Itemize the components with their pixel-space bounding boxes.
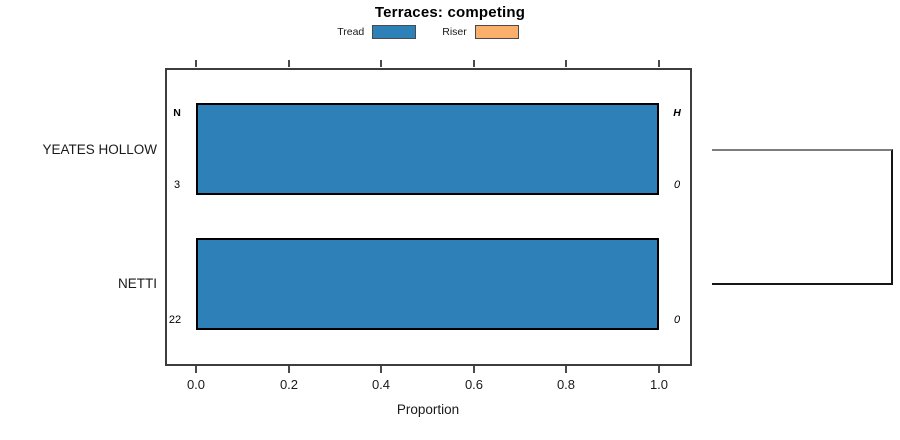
legend-label-tread: Tread — [337, 26, 365, 38]
x-tick-label-0: 0.0 — [186, 377, 206, 392]
bottom-tick-3 — [473, 366, 475, 373]
bottom-tick-0 — [195, 366, 197, 373]
h-column-header: H — [673, 107, 681, 119]
legend-label-riser: Riser — [442, 26, 467, 38]
n-column-header: N — [173, 107, 181, 119]
x-tick-label-4: 0.8 — [556, 377, 576, 392]
n-value-yeates-hollow: 3 — [173, 179, 181, 191]
top-tick-4 — [565, 60, 567, 67]
x-tick-label-5: 1.0 — [649, 377, 669, 392]
top-tick-2 — [380, 60, 382, 67]
top-tick-5 — [658, 60, 660, 67]
x-tick-label-3: 0.6 — [464, 377, 484, 392]
h-value-netti: 0 — [673, 314, 681, 326]
h-value-yeates-hollow: 0 — [673, 179, 681, 191]
bottom-tick-1 — [288, 366, 290, 373]
top-tick-3 — [473, 60, 475, 67]
x-axis-title: Proportion — [396, 402, 460, 417]
bottom-tick-4 — [565, 366, 567, 373]
category-label-yeates-hollow: YEATES HOLLOW — [42, 142, 157, 157]
chart-legend: Tread Riser — [128, 24, 728, 40]
x-tick-label-1: 0.2 — [279, 377, 299, 392]
top-tick-0 — [195, 60, 197, 67]
right-empty-box — [712, 149, 893, 285]
category-label-netti: NETTI — [118, 276, 157, 291]
top-tick-1 — [288, 60, 290, 67]
chart-title: Terraces: competing — [374, 4, 526, 21]
legend-swatch-tread-icon — [372, 25, 417, 39]
bottom-tick-2 — [380, 366, 382, 373]
bar-netti-tread — [196, 238, 659, 330]
n-value-netti: 22 — [168, 314, 182, 326]
bar-yeates-hollow-tread — [196, 103, 659, 195]
x-tick-label-2: 0.4 — [371, 377, 391, 392]
bottom-tick-5 — [658, 366, 660, 373]
legend-swatch-riser-icon — [474, 25, 519, 39]
